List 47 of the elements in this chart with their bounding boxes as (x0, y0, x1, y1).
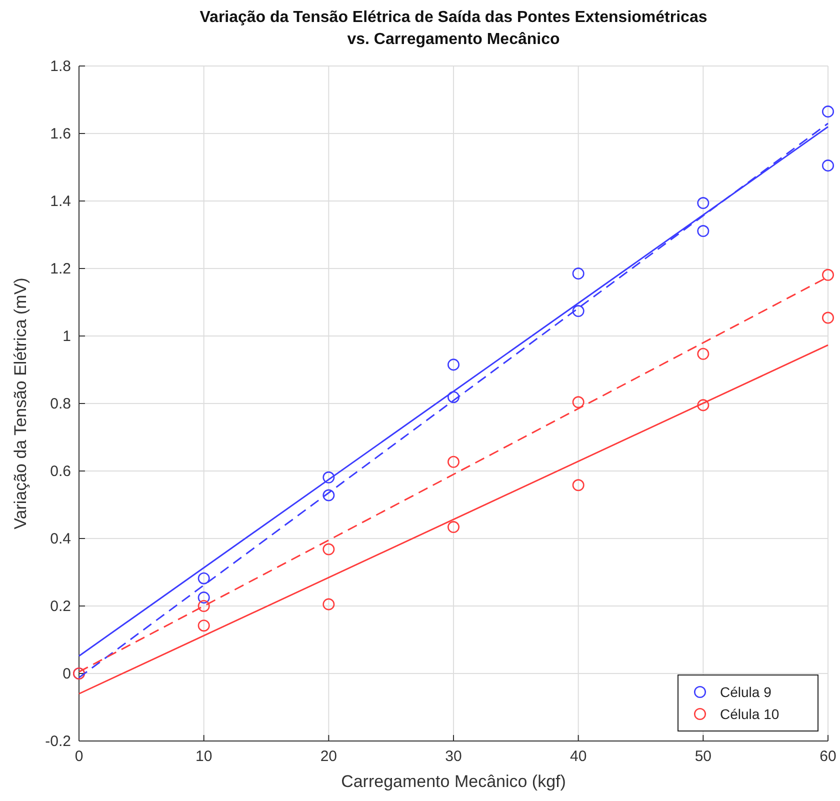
x-tick-label: 50 (694, 748, 712, 765)
x-tick-label: 60 (820, 748, 836, 765)
point (697, 348, 710, 360)
y-tick-label: 1.6 (50, 126, 71, 142)
point (198, 592, 210, 604)
y-tick-label: 0.8 (50, 396, 71, 412)
point (822, 160, 834, 172)
point (572, 268, 584, 280)
point (822, 106, 834, 118)
x-tick-label: 10 (195, 748, 212, 765)
point (448, 358, 460, 371)
point (322, 543, 335, 556)
chart-title: Variação da Tensão Elétrica de Saída das Pontes Extensiométricas vs. Carregamento Mecânico (200, 9, 708, 48)
x-tick-label: 20 (320, 748, 338, 765)
point (697, 399, 710, 412)
legend-label: Célula 9 (720, 684, 772, 700)
y-tick-label: 0.2 (50, 598, 71, 615)
point (322, 598, 335, 610)
point (697, 197, 710, 210)
point (572, 305, 584, 318)
point (198, 600, 210, 612)
y-tick-label: 1.8 (50, 58, 71, 75)
point (198, 620, 210, 632)
y-tick-label: 0 (62, 666, 71, 682)
y-tick-label: -0.2 (45, 733, 71, 750)
x-axis-title: Carregamento Mecânico (kgf) (341, 772, 566, 791)
y-tick-label: 0.4 (50, 530, 71, 548)
point (697, 225, 710, 238)
point (822, 268, 834, 281)
point (448, 521, 460, 534)
legend-label: Célula 10 (720, 706, 780, 722)
point (322, 471, 335, 484)
point (448, 391, 460, 404)
point (448, 456, 460, 468)
y-tick-label: 1 (62, 328, 71, 345)
point (572, 479, 584, 492)
x-tick-label: 30 (445, 748, 462, 765)
point (822, 312, 834, 324)
point (198, 572, 210, 584)
y-axis-title: Variação da Tensão Elétrica (mV) (11, 278, 30, 530)
y-tick-label: 1.4 (50, 193, 71, 210)
point (572, 396, 584, 408)
y-tick-label: 1.2 (50, 260, 71, 278)
x-tick-label: 40 (570, 748, 587, 765)
point (322, 489, 335, 502)
y-tick-label: 0.6 (50, 463, 71, 480)
x-tick-label: 0 (74, 748, 84, 765)
